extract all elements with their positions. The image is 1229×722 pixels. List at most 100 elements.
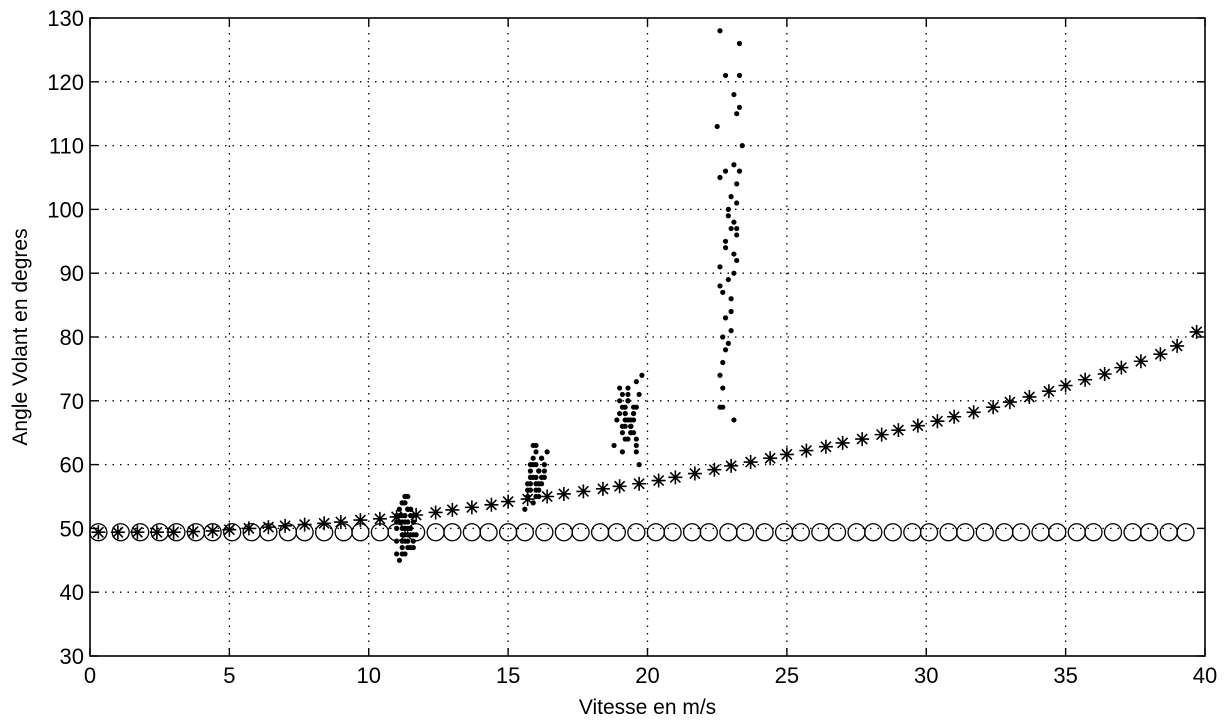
dot-point bbox=[717, 28, 723, 34]
dot-point bbox=[525, 481, 531, 487]
dot-point bbox=[625, 436, 631, 442]
dot-point bbox=[731, 270, 737, 276]
dot-point bbox=[736, 168, 743, 174]
dot-point bbox=[633, 436, 639, 442]
x-tick-label: 10 bbox=[357, 663, 381, 688]
dot-point bbox=[541, 474, 547, 480]
star-point bbox=[874, 427, 889, 442]
dot-point bbox=[410, 519, 416, 525]
circle-point bbox=[1067, 523, 1086, 542]
dot-point bbox=[625, 398, 631, 404]
x-tick-label: 15 bbox=[496, 663, 520, 688]
star-point bbox=[445, 502, 460, 517]
y-tick-label: 40 bbox=[60, 580, 84, 605]
x-tick-label: 20 bbox=[635, 663, 659, 688]
star-point bbox=[779, 447, 794, 462]
dot-point bbox=[728, 296, 734, 302]
circle-point bbox=[811, 523, 830, 542]
circle-point bbox=[1176, 523, 1195, 542]
dot-point bbox=[533, 487, 539, 493]
dot-point bbox=[525, 487, 531, 493]
dot-point bbox=[617, 385, 623, 391]
dot-point bbox=[731, 417, 737, 423]
circle-point bbox=[1159, 523, 1178, 542]
dot-point bbox=[717, 174, 723, 181]
dot-point bbox=[734, 225, 740, 232]
dot-point bbox=[720, 289, 726, 295]
star-point bbox=[668, 470, 683, 485]
star-point bbox=[763, 451, 778, 466]
star-point bbox=[110, 525, 125, 540]
y-tick-label: 80 bbox=[60, 325, 84, 350]
dot-point bbox=[633, 442, 639, 449]
circle-point bbox=[939, 523, 958, 542]
dot-point bbox=[722, 315, 729, 321]
star-point bbox=[501, 494, 516, 509]
dot-point bbox=[722, 72, 729, 79]
star-point bbox=[855, 432, 870, 447]
dot-point bbox=[736, 72, 743, 79]
dot-point bbox=[525, 493, 531, 500]
dot-point bbox=[407, 506, 414, 512]
dot-point bbox=[410, 513, 416, 519]
y-tick-label: 130 bbox=[47, 6, 84, 31]
dot-point bbox=[736, 104, 743, 110]
star-point bbox=[576, 484, 591, 499]
dot-point bbox=[628, 423, 634, 429]
star-point bbox=[149, 525, 164, 540]
dot-point bbox=[717, 264, 723, 270]
star-point bbox=[687, 466, 702, 481]
circle-point bbox=[1011, 523, 1031, 542]
dot-point bbox=[728, 308, 734, 315]
dot-point bbox=[619, 449, 626, 455]
star-point bbox=[261, 520, 276, 535]
dot-point bbox=[717, 283, 723, 289]
dot-point bbox=[728, 225, 734, 232]
star-point bbox=[241, 521, 256, 536]
dot-point bbox=[633, 404, 639, 410]
dot-point bbox=[541, 468, 547, 474]
x-tick-label: 40 bbox=[1193, 663, 1217, 688]
x-tick-label: 35 bbox=[1053, 663, 1077, 688]
dot-point bbox=[731, 219, 737, 225]
dot-point bbox=[407, 532, 414, 538]
circle-point bbox=[827, 523, 847, 542]
star-point bbox=[651, 473, 666, 488]
dot-point bbox=[734, 200, 740, 206]
dot-point bbox=[736, 40, 743, 47]
dot-point bbox=[544, 449, 550, 455]
dot-point bbox=[722, 168, 729, 174]
circle-point bbox=[479, 523, 498, 542]
dot-point bbox=[731, 251, 737, 257]
dot-point bbox=[714, 123, 720, 130]
dot-point bbox=[538, 455, 545, 461]
dot-point bbox=[533, 493, 539, 500]
axis-ticks: 0 5 10 15 20 25 30 35 40 30 40 50 60 70 80 90 100 110 120 1… bbox=[47, 6, 1217, 688]
star-point bbox=[484, 497, 499, 512]
x-tick-label: 25 bbox=[775, 663, 799, 688]
dot-point bbox=[533, 474, 539, 480]
dot-point bbox=[402, 513, 408, 519]
dot-point bbox=[614, 417, 620, 423]
star-point bbox=[372, 511, 387, 526]
dot-point bbox=[530, 455, 536, 461]
star-point bbox=[632, 476, 647, 491]
dot-point bbox=[728, 194, 734, 200]
dot-point bbox=[720, 385, 726, 391]
dot-point bbox=[722, 245, 729, 251]
dot-point bbox=[622, 410, 628, 417]
star-point bbox=[409, 508, 424, 523]
dot-point bbox=[617, 410, 623, 417]
circle-point bbox=[995, 523, 1014, 542]
grid-lines bbox=[90, 18, 1205, 656]
dot-point bbox=[633, 449, 639, 455]
dot-point bbox=[722, 238, 729, 244]
dot-point bbox=[717, 404, 723, 410]
dot-point bbox=[399, 544, 405, 551]
dot-point bbox=[720, 334, 726, 340]
dot-point bbox=[734, 181, 740, 187]
dot-point bbox=[536, 481, 542, 487]
dot-point bbox=[399, 519, 405, 525]
dot-point bbox=[734, 232, 740, 238]
